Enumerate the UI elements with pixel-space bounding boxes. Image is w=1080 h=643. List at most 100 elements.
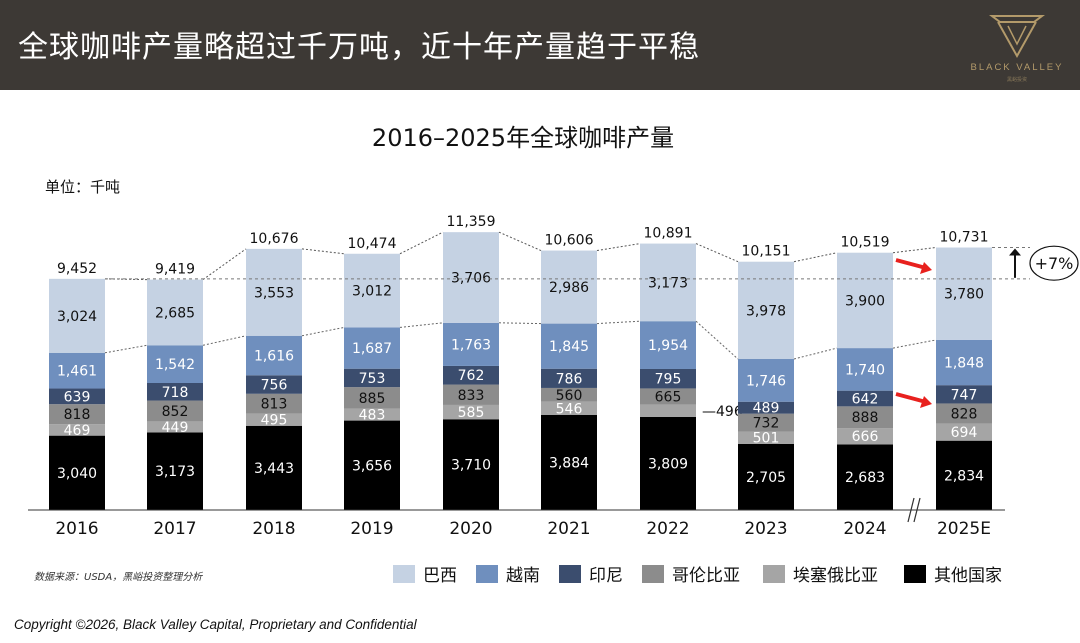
bar-indonesia-2022 [640,368,696,389]
bar-ethiopia-2023 [738,431,794,444]
connector-brazil-2 [301,326,345,337]
bar-ethiopia-2019 [344,408,400,421]
value-label-brazil-2017: 2,685 [155,305,195,321]
total-label-2021: 10,606 [545,233,594,249]
value-label-others-2018: 3,443 [254,461,294,477]
bar-vietnam-2016 [49,352,105,389]
value-label-others-2016: 3,040 [57,466,97,482]
connector-brazil-6 [695,320,739,360]
bar-brazil-2021 [541,250,597,324]
value-label-others-2023: 2,705 [746,470,786,486]
growth-callout-text: +7% [1035,254,1074,273]
bar-others-2016 [49,435,105,510]
value-label-colombia-2022: 665 [655,390,682,406]
bar-ethiopia-2018 [246,413,302,426]
value-label-ethiopia-2019: 483 [359,408,386,424]
value-label-colombia-2021: 560 [556,388,583,404]
x-tick-2016: 2016 [55,519,98,539]
x-tick-2018: 2018 [252,519,295,539]
bar-colombia-2016 [49,404,105,425]
bar-ethiopia-2021 [541,401,597,415]
source-note: 数据来源：USDA，黑峪投资整理分析 [34,571,203,583]
value-label-indonesia-2022: 795 [655,372,682,388]
connector-top-2 [301,248,345,255]
legend-swatch-colombia [642,565,664,583]
bar-brazil-2025E [936,247,992,340]
value-label-ethiopia-2018: 495 [261,413,288,429]
value-label-ethiopia-2024: 666 [852,429,879,445]
x-tick-2019: 2019 [350,519,393,539]
bar-brazil-2019 [344,253,400,328]
bar-ethiopia-2025E [936,423,992,441]
bar-indonesia-2019 [344,368,400,388]
bar-others-2025E [936,440,992,510]
value-label-colombia-2019: 885 [359,391,386,407]
logo-subtext: 黑峪投资 [1006,77,1027,83]
legend-swatch-indonesia [559,565,581,583]
red-arrow-brazil-shaft [895,258,927,270]
connector-brazil-7 [793,347,838,360]
bar-indonesia-2016 [49,388,105,405]
bar-indonesia-2020 [443,365,499,385]
black-valley-logo: BLACK VALLEY 黑峪投资 [962,12,1072,83]
red-arrow-brazil-head-icon [920,262,932,274]
value-label-others-2022: 3,809 [648,456,688,472]
connector-brazil-8 [892,339,937,349]
legend-label-brazil: 巴西 [423,566,457,586]
page-title: 全球咖啡产量略超过千万吨，近十年产量趋于平稳 [18,30,700,65]
bar-indonesia-2018 [246,375,302,394]
axis-break-mark-1 [907,497,915,523]
value-label-vietnam-2022: 1,954 [648,338,688,354]
value-label-vietnam-2025E: 1,848 [944,356,984,372]
bar-colombia-2022 [640,388,696,405]
bar-indonesia-2021 [541,368,597,388]
value-label-ethiopia-2016: 469 [64,423,91,439]
value-label-vietnam-2018: 1,616 [254,349,294,365]
bar-vietnam-2025E [936,339,992,386]
value-label-brazil-2023: 3,978 [746,303,786,319]
value-label-ethiopia-2021: 546 [556,401,583,417]
legend-swatch-brazil [393,565,415,583]
connector-top-8 [892,247,937,254]
value-label-others-2024: 2,683 [845,470,885,486]
x-tick-2017: 2017 [153,519,196,539]
total-label-2023: 10,151 [742,244,791,260]
value-label-others-2025E: 2,834 [944,468,984,484]
x-tick-2023: 2023 [744,519,787,539]
bar-indonesia-2024 [837,390,893,407]
bar-colombia-2025E [936,403,992,424]
legend-swatch-others [904,565,926,583]
unit-label: 单位：千吨 [45,178,120,196]
value-label-ethiopia-2017: 449 [162,420,189,436]
connector-top-1 [202,248,247,281]
bar-vietnam-2019 [344,327,400,369]
bar-vietnam-2022 [640,321,696,369]
value-label-colombia-2018: 813 [261,397,288,413]
bar-brazil-2022 [640,243,696,322]
bar-colombia-2017 [147,400,203,422]
growth-callout-bubble [1029,245,1079,281]
value-label-colombia-2017: 852 [162,404,189,420]
value-label-others-2020: 3,710 [451,458,491,474]
value-label-others-2019: 3,656 [352,458,392,474]
value-label-indonesia-2025E: 747 [951,387,978,403]
bar-colombia-2023 [738,413,794,432]
bar-others-2020 [443,419,499,510]
connector-top-6 [695,243,739,263]
legend-swatch-ethiopia [763,565,785,583]
bar-others-2017 [147,432,203,510]
bar-vietnam-2023 [738,359,794,402]
chart-title: 2016–2025年全球咖啡产量 [372,124,674,152]
bar-colombia-2019 [344,387,400,409]
total-label-2016: 9,452 [57,261,97,277]
x-tick-2024: 2024 [843,519,886,539]
x-tick-2022: 2022 [646,519,689,539]
connector-brazil-0 [104,344,148,354]
connector-top-7 [793,252,838,263]
x-tick-2025E: 2025E [937,519,991,539]
x-tick-2021: 2021 [547,519,590,539]
value-label-brazil-2024: 3,900 [845,293,885,309]
value-label-ethiopia-2020: 585 [458,405,485,421]
value-label-brazil-2021: 2,986 [549,280,589,296]
